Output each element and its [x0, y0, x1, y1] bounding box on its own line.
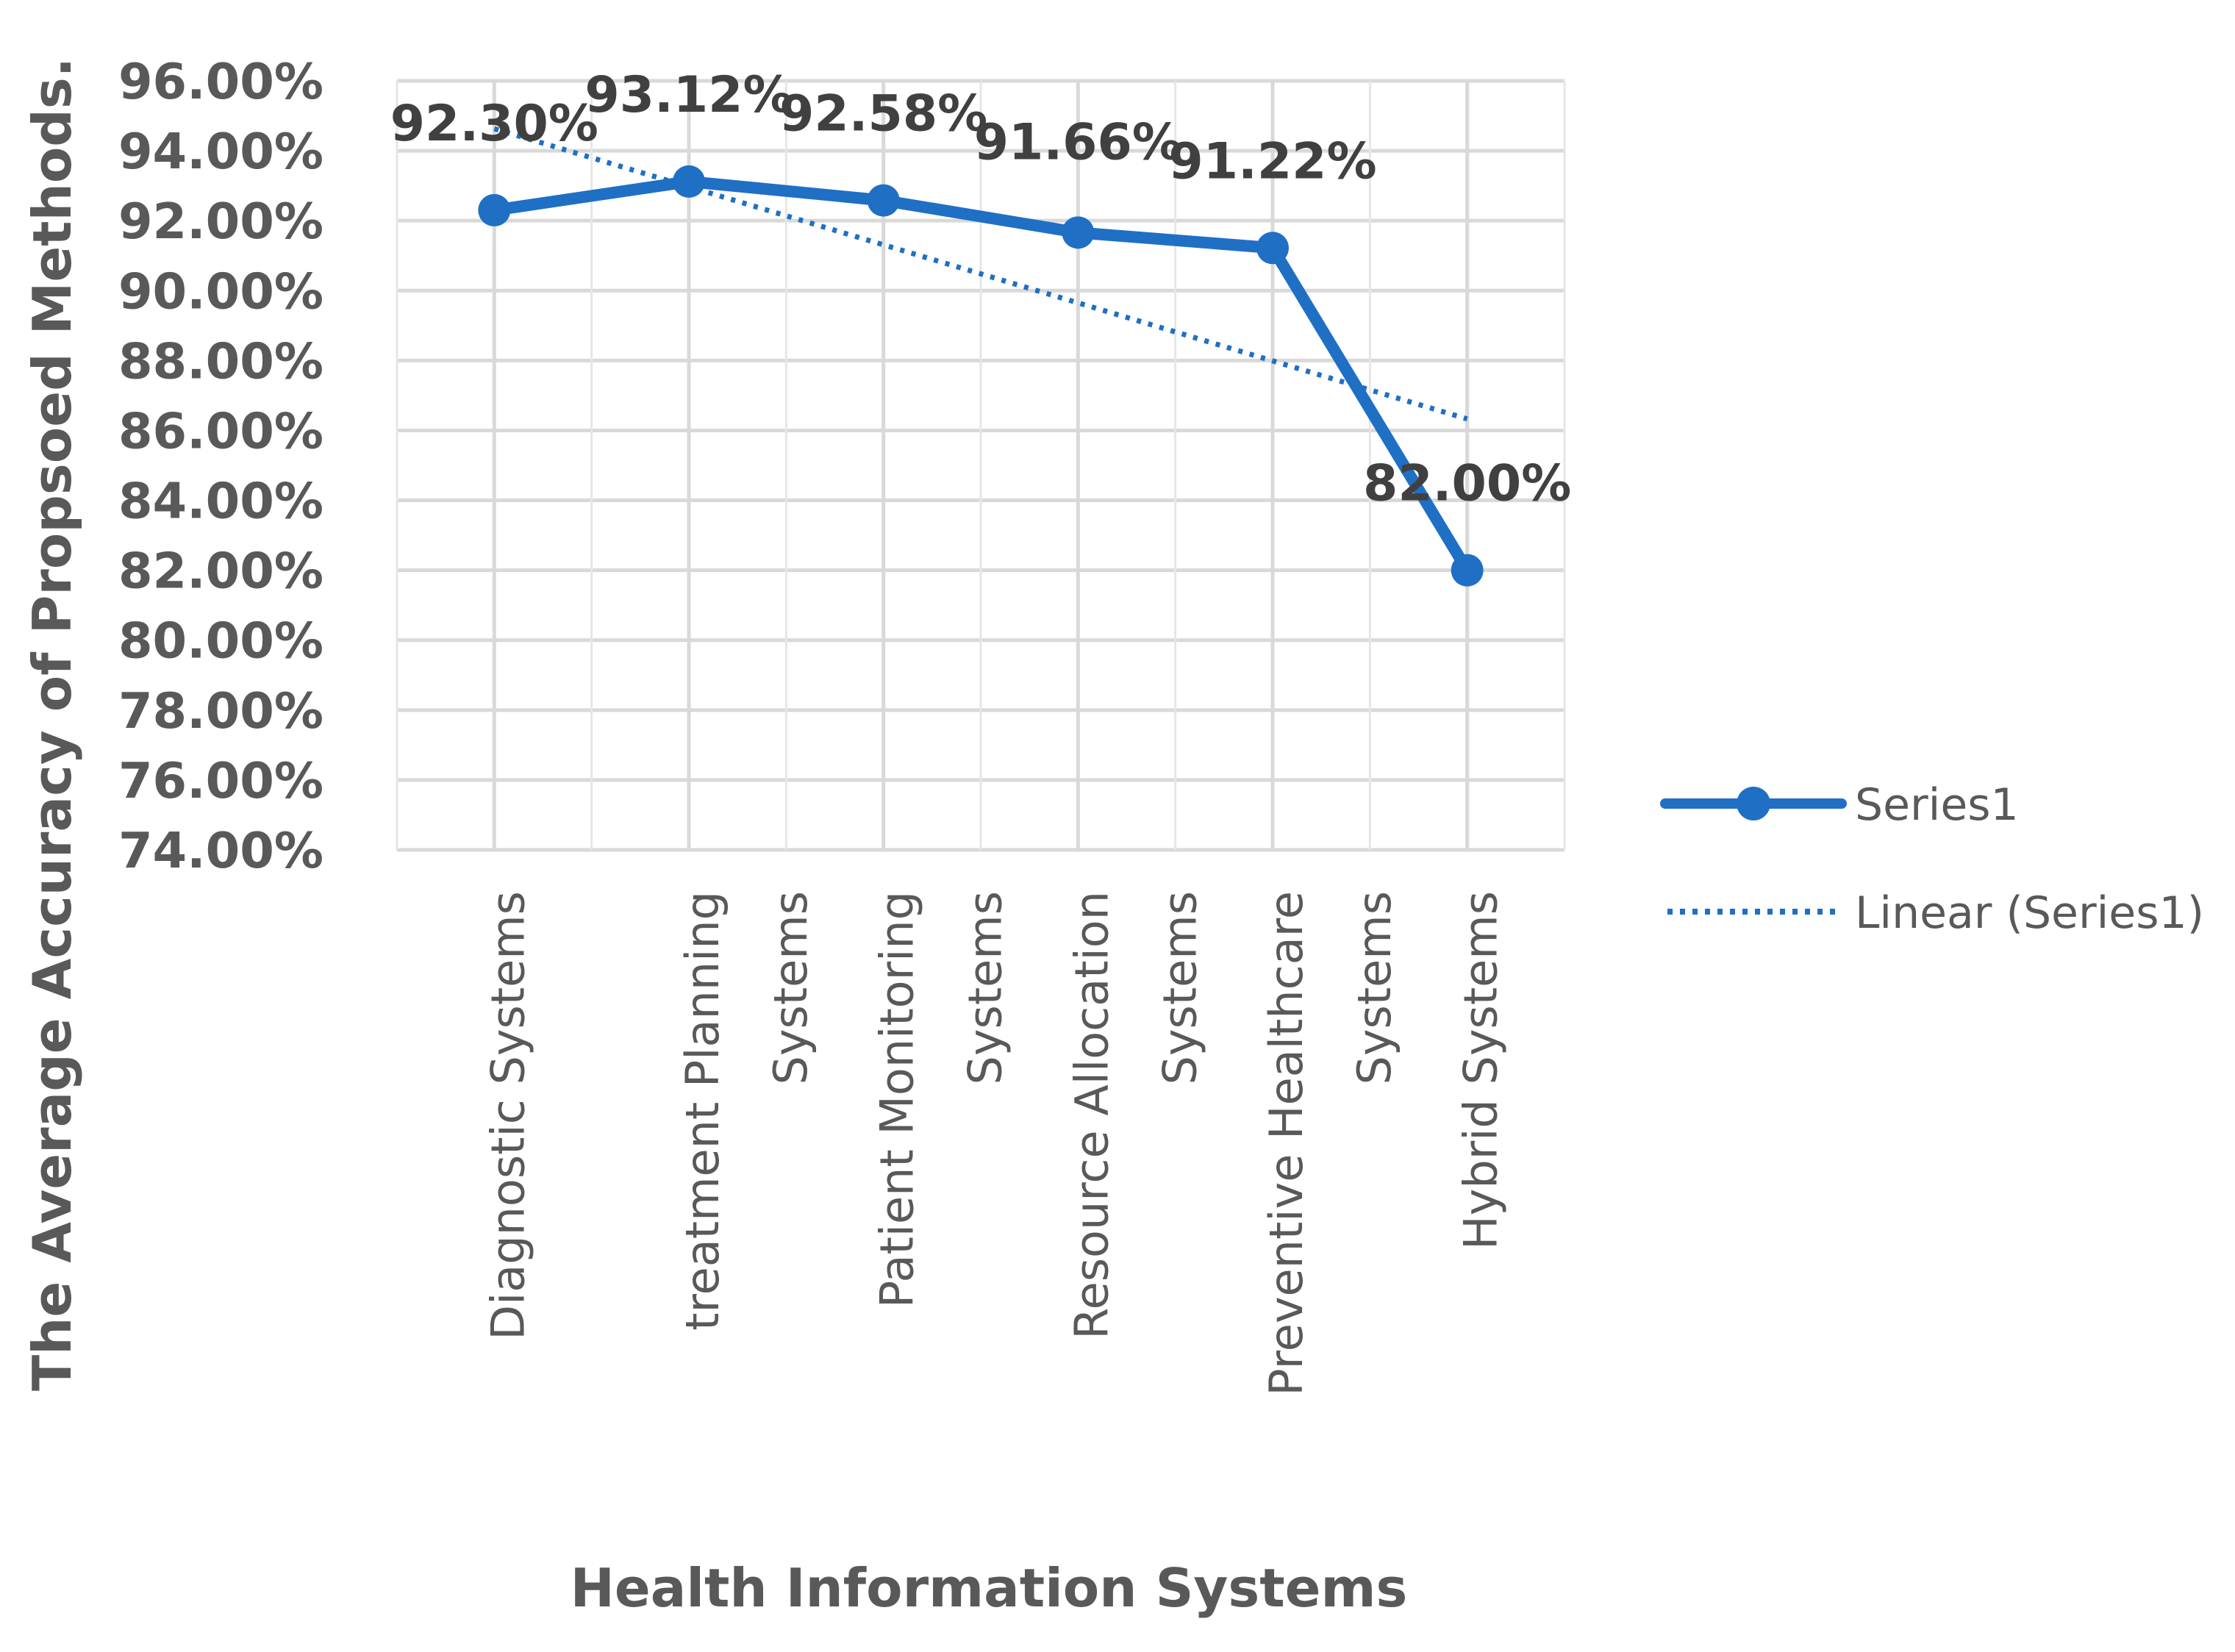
legend-series1-label: Series1 [1855, 779, 2019, 831]
trendline [493, 126, 1468, 422]
x-category-label: Systems [1348, 891, 1401, 1085]
x-category-label: Systems [959, 891, 1012, 1085]
x-category-label: Systems [764, 891, 818, 1085]
data-label: 91.22% [1168, 132, 1376, 190]
y-tick-label: 80.00% [118, 612, 323, 670]
y-tick-label: 96.00% [118, 53, 323, 110]
y-tick-label: 84.00% [118, 473, 323, 530]
grid [396, 79, 1566, 852]
x-category-label: Diagnostic Systems [481, 891, 534, 1340]
y-tick-label: 92.00% [118, 193, 323, 250]
y-tick-label: 82.00% [118, 543, 323, 600]
data-label: 92.30% [390, 95, 598, 153]
legend-item-linear-series1[interactable]: Linear (Series1) [1667, 887, 2204, 939]
y-axis-title: The Average Accuracy of Propsoed Methods… [21, 57, 83, 1391]
y-tick-label: 94.00% [118, 123, 323, 180]
series-group [478, 165, 1484, 587]
x-category-label: Preventive Healthcare [1259, 891, 1313, 1396]
x-axis-title: Health Information Systems [571, 1557, 1408, 1619]
legend-series1-marker [1737, 787, 1770, 820]
y-tick-label: 86.00% [118, 402, 323, 460]
legend-trendline-label: Linear (Series1) [1855, 887, 2204, 939]
x-axis-categories: Diagnostic Systems treatment Planning Syst… [481, 891, 1507, 1396]
series1-point [1256, 232, 1289, 265]
trendline-linear-series1 [493, 126, 1468, 422]
series1-line [488, 175, 1473, 576]
x-category-label: Systems [1153, 891, 1206, 1085]
x-category-label: Hybrid Systems [1454, 891, 1508, 1250]
data-label: 82.00% [1363, 455, 1571, 513]
data-label: 92.58% [779, 85, 987, 143]
data-label: 93.12% [584, 66, 793, 124]
y-tick-label: 78.00% [118, 682, 323, 740]
series1-point [478, 193, 511, 226]
y-axis-ticks: 74.00% 76.00% 78.00% 80.00% 82.00% 84.00% 86.0… [118, 53, 323, 879]
data-label: 91.66% [974, 113, 1182, 171]
x-category-label: Resource Allocation [1065, 891, 1118, 1340]
series1-point [673, 165, 705, 198]
data-labels: 92.30%93.12%92.58%91.66%91.22% 82.00% [390, 66, 1572, 513]
series1-point [867, 184, 900, 217]
y-tick-label: 74.00% [118, 822, 323, 879]
legend-item-series1[interactable]: Series1 [1660, 779, 2019, 831]
x-category-label: Patient Monitoring [870, 891, 924, 1308]
legend: Series1 Linear (Series1) [1660, 779, 2204, 939]
series1-point [1451, 554, 1484, 587]
y-tick-label: 90.00% [118, 262, 323, 320]
series1-point [1062, 216, 1095, 249]
x-category-label: treatment Planning [676, 891, 729, 1331]
y-tick-label: 76.00% [118, 752, 323, 809]
y-tick-label: 88.00% [118, 332, 323, 390]
